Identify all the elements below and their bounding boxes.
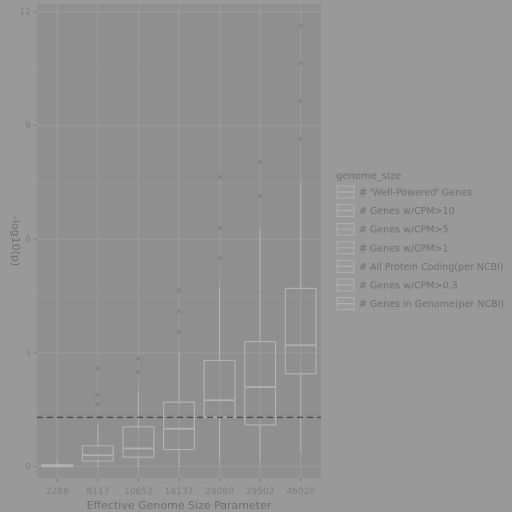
- outlier-point: *: [176, 307, 182, 320]
- outlier-point: *: [95, 400, 101, 413]
- legend-item: # Genes w/CPM>1: [336, 241, 449, 255]
- x-axis: 2288 8117 10652 14137 24080 29502 46020: [46, 478, 315, 497]
- outlier-point: *: [95, 364, 101, 377]
- box-8117: ****: [81, 364, 114, 467]
- x-tick-label: 46020: [286, 487, 315, 497]
- y-tick-label: 3: [25, 349, 31, 359]
- box-10652: **: [122, 354, 155, 467]
- legend-item: # Genes w/CPM>10: [336, 204, 455, 218]
- box-iqr: [244, 340, 277, 426]
- y-tick-label: 6: [25, 235, 31, 245]
- legend-item: # 'Well-Powered' Genes: [336, 185, 472, 199]
- outlier-point: *: [298, 135, 304, 148]
- legend-title: genome_size: [336, 171, 401, 182]
- outlier-point: *: [217, 254, 223, 267]
- legend-item: # Genes w/CPM>5: [336, 222, 449, 236]
- legend-label: # Genes in Genome(per NCBI): [359, 299, 504, 310]
- box-14137: * * *: [162, 286, 196, 467]
- legend-item: # Genes w/CPM>0.3: [336, 278, 458, 292]
- x-tick-label: 10652: [124, 487, 153, 497]
- outlier-point: *: [136, 354, 142, 367]
- box-iqr: [162, 401, 196, 451]
- x-axis-title: Effective Genome Size Parameter: [87, 499, 272, 512]
- x-tick-label: 2288: [46, 487, 69, 497]
- legend-label: # Genes w/CPM>10: [359, 206, 455, 217]
- legend-label: # Genes w/CPM>0.3: [359, 281, 458, 292]
- outlier-point: *: [95, 390, 101, 403]
- outlier-point: *: [176, 286, 182, 299]
- y-tick-label: 0: [25, 463, 31, 473]
- x-tick-label: 29502: [246, 487, 275, 497]
- legend-label: # Genes w/CPM>5: [359, 225, 449, 236]
- outlier-point: *: [136, 368, 142, 381]
- legend: genome_size # 'Well-Powered' Genes # Gene…: [336, 171, 504, 311]
- box-29502: **: [244, 157, 277, 463]
- box-iqr: [122, 426, 155, 458]
- x-tick-label: 8117: [86, 487, 109, 497]
- outlier-point: *: [298, 59, 304, 72]
- box-46020: * * * *: [284, 21, 317, 452]
- outlier-point: *: [257, 191, 263, 204]
- legend-item: # All Protein Coding(per NCBI): [336, 259, 504, 273]
- y-tick-label: 12: [20, 8, 31, 18]
- x-tick-label: 24080: [205, 487, 234, 497]
- box-24080: * * *: [203, 172, 236, 463]
- outlier-point: *: [217, 172, 223, 185]
- legend-label: # Genes w/CPM>1: [359, 243, 449, 254]
- box-iqr: [81, 445, 114, 462]
- outlier-point: *: [95, 413, 101, 426]
- legend-label: # 'Well-Powered' Genes: [359, 188, 472, 199]
- y-axis: 0 3 6 9 12: [20, 8, 37, 473]
- outlier-point: *: [257, 157, 263, 170]
- box-2288: [41, 460, 74, 468]
- y-axis-title: -log10(p): [9, 216, 22, 266]
- box-iqr: [284, 287, 317, 375]
- outlier-point: *: [298, 97, 304, 110]
- outlier-point: *: [176, 328, 182, 341]
- box-series: **** **************: [41, 21, 317, 468]
- legend-item: # Genes in Genome(per NCBI): [336, 297, 504, 311]
- legend-label: # All Protein Coding(per NCBI): [359, 262, 504, 273]
- x-tick-label: 14137: [165, 487, 194, 497]
- y-tick-label: 9: [25, 121, 31, 131]
- outlier-point: *: [217, 224, 223, 237]
- outlier-point: *: [298, 21, 304, 34]
